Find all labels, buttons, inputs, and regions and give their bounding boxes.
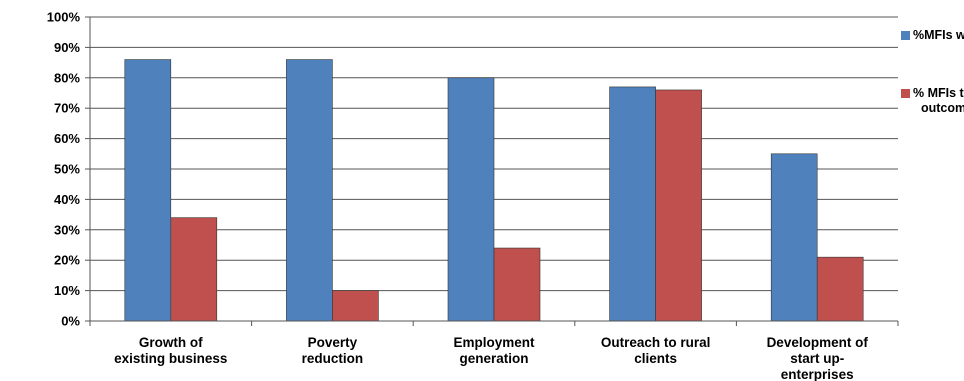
y-tick-label: 100% (47, 10, 81, 25)
bar-with-goal (447, 77, 495, 322)
bars (124, 59, 864, 322)
bar-with-goal (124, 59, 172, 322)
bar-with-goal (609, 86, 656, 322)
x-category-label: Poverty reduction (302, 335, 364, 366)
y-tick-labels: 0% 10% 20% 30% 40% 50% 60% 70% 80% 90% 100% (47, 10, 81, 329)
legend-label: %MFIs with goal (913, 28, 964, 42)
bar-tracking-outcomes (816, 256, 864, 322)
legend-swatch (901, 89, 910, 98)
y-tick-label: 0% (61, 314, 80, 329)
y-tick-label: 50% (54, 162, 80, 177)
y-tick-label: 80% (54, 70, 80, 85)
x-category-labels: Growth of existing business Poverty reducti… (114, 335, 868, 381)
bar-with-goal (286, 59, 333, 322)
legend-swatch (901, 31, 910, 40)
bar-with-goal (770, 153, 818, 322)
axes (85, 16, 899, 326)
y-tick-label: 90% (54, 40, 80, 55)
y-tick-label: 30% (54, 222, 80, 237)
bar-tracking-outcomes (493, 247, 541, 322)
bar-tracking-outcomes (655, 89, 702, 322)
y-tick-label: 40% (54, 192, 80, 207)
bar-tracking-outcomes (332, 290, 379, 322)
y-tick-label: 20% (54, 253, 80, 268)
x-category-label: Outreach to rural clients (601, 335, 711, 366)
x-category-label: Growth of existing business (114, 335, 227, 366)
y-tick-label: 10% (54, 283, 80, 298)
y-tick-label: 70% (54, 101, 80, 116)
legend: %MFIs with goal % MFIs trackingoutcomes (901, 28, 964, 115)
x-category-label: Employment generation (453, 335, 535, 366)
y-tick-label: 60% (54, 131, 80, 146)
x-category-label: Development of start up-enterprises (767, 335, 869, 381)
legend-label: % MFIs trackingoutcomes (913, 86, 964, 115)
bar-tracking-outcomes (170, 217, 218, 322)
